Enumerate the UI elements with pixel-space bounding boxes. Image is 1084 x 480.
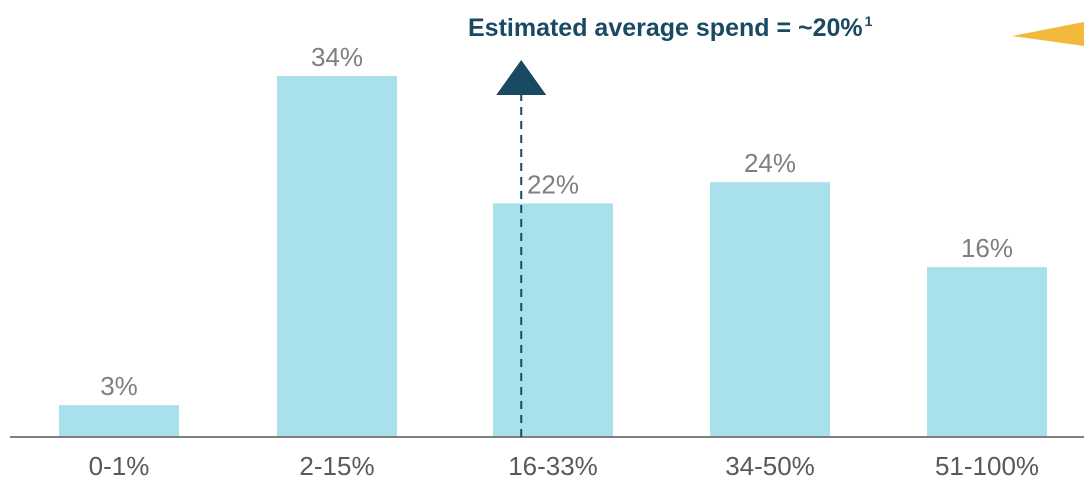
bar-34-50% — [710, 182, 830, 437]
annotation-layer: Estimated average spend = ~20% 1 — [468, 13, 1084, 437]
accent-arrow-shape — [1012, 22, 1084, 46]
annotation-text: Estimated average spend = ~20% — [468, 14, 863, 42]
value-label-51-100%: 16% — [961, 233, 1013, 263]
x-tick-label-16-33%: 16-33% — [508, 451, 598, 480]
bar-16-33% — [493, 203, 613, 437]
annotation-footnote-marker: 1 — [865, 13, 873, 29]
bar-2-15% — [277, 76, 397, 437]
x-tick-label-2-15%: 2-15% — [299, 451, 374, 480]
x-tick-label-51-100%: 51-100% — [935, 451, 1039, 480]
value-label-0-1%: 3% — [100, 371, 138, 401]
value-label-2-15%: 34% — [311, 42, 363, 72]
bar-51-100% — [927, 267, 1047, 437]
x-tick-label-34-50%: 34-50% — [725, 451, 815, 480]
value-label-34-50%: 24% — [744, 148, 796, 178]
bar-0-1% — [59, 405, 179, 437]
average-marker-arrowhead — [496, 60, 547, 95]
x-tick-label-0-1%: 0-1% — [89, 451, 150, 480]
bars-layer — [59, 76, 1047, 437]
value-labels-layer: 3% 34% 22% 24% 16% — [100, 42, 1013, 401]
x-tick-labels-layer: 0-1% 2-15% 16-33% 34-50% 51-100% — [89, 451, 1039, 480]
value-label-16-33%: 22% — [527, 169, 579, 199]
